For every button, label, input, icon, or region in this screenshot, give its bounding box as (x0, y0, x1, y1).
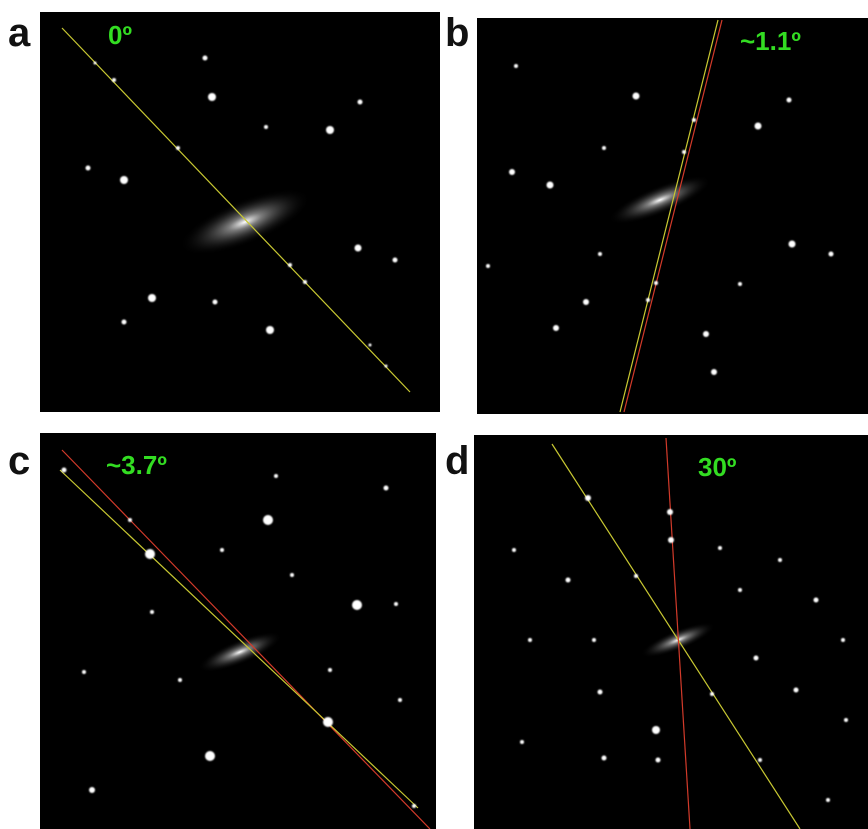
diffraction-spot (328, 668, 332, 672)
diffraction-spot (208, 93, 216, 101)
diffraction-spot (385, 365, 388, 368)
diffraction-spot (148, 294, 156, 302)
diffraction-spot (778, 558, 782, 562)
diffraction-spot (754, 656, 759, 661)
diffraction-spot (358, 100, 363, 105)
diffraction-spot (789, 241, 796, 248)
panel-d: d 30º (445, 435, 868, 829)
diffraction-spot (656, 758, 661, 763)
diffraction-spot (394, 602, 398, 606)
panel-b: b ~1.1º (445, 11, 868, 414)
diffraction-spot (602, 146, 606, 150)
diffraction-spot (652, 726, 660, 734)
diffraction-spot (583, 299, 589, 305)
diffraction-spot (120, 176, 128, 184)
diffraction-spot (303, 280, 307, 284)
diffraction-spot (514, 64, 518, 68)
diffraction-spot (787, 98, 792, 103)
diffraction-spot (323, 717, 333, 727)
diffraction-spot (520, 740, 524, 744)
diffraction-spot (512, 548, 516, 552)
diffraction-spot (86, 166, 91, 171)
diffraction-spot (89, 787, 95, 793)
diffraction-spot (711, 369, 717, 375)
diffraction-spot (393, 258, 398, 263)
panel-label: c (8, 439, 30, 483)
diffraction-spot (264, 125, 268, 129)
diffraction-spot (266, 326, 274, 334)
panel-label: d (445, 439, 469, 483)
diffraction-spot (844, 718, 848, 722)
angle-label: 30º (698, 452, 737, 482)
panel-c: c ~3.7º (8, 433, 436, 829)
diffraction-spot (486, 264, 490, 268)
diffraction-spot (352, 600, 362, 610)
diffraction-spot (369, 344, 372, 347)
diffraction-spot (220, 548, 224, 552)
panel-label: b (445, 11, 469, 55)
diffraction-spot (528, 638, 532, 642)
diffraction-spot (585, 495, 591, 501)
diffraction-spot (667, 509, 673, 515)
figure: a 0º b ~1.1º (0, 0, 868, 829)
diffraction-spot (178, 678, 182, 682)
diffraction-spot (355, 245, 362, 252)
diffraction-spot (326, 126, 334, 134)
diffraction-spot (710, 692, 714, 696)
diffraction-spot (553, 325, 559, 331)
diffraction-spot (290, 573, 294, 577)
diffraction-spot (755, 123, 762, 130)
diffraction-spot (263, 515, 273, 525)
diffraction-spot (633, 93, 640, 100)
angle-label: ~1.1º (740, 26, 801, 56)
diffraction-spot (150, 610, 154, 614)
diffraction-spot (274, 474, 278, 478)
diffraction-spot (412, 804, 416, 808)
diffraction-spot (112, 78, 116, 82)
panel-label: a (8, 11, 31, 55)
diffraction-spot (602, 756, 607, 761)
pattern (474, 435, 868, 829)
diffraction-spot (398, 698, 402, 702)
diffraction-spot (646, 298, 650, 302)
angle-label: ~3.7º (106, 450, 167, 480)
diffraction-spot (758, 758, 762, 762)
diffraction-spot (547, 182, 554, 189)
diffraction-spot (176, 146, 180, 150)
diffraction-spot (213, 300, 218, 305)
diffraction-spot (205, 751, 215, 761)
diffraction-spot (814, 598, 819, 603)
diffraction-spot (703, 331, 709, 337)
diffraction-spot (509, 169, 515, 175)
diffraction-spot (598, 252, 602, 256)
diffraction-spot (634, 574, 638, 578)
diffraction-spot (566, 578, 571, 583)
angle-label: 0º (108, 20, 132, 50)
diffraction-spot (654, 281, 658, 285)
diffraction-spot (829, 252, 834, 257)
diffraction-spot (738, 588, 742, 592)
diffraction-spot (841, 638, 845, 642)
page: a 0º b ~1.1º (0, 0, 868, 829)
diffraction-spot (668, 537, 674, 543)
diffraction-spot (682, 150, 686, 154)
diffraction-spot (288, 263, 292, 267)
diffraction-spot (718, 546, 722, 550)
diffraction-spot (128, 518, 132, 522)
diffraction-spot (82, 670, 86, 674)
diffraction-spot (203, 56, 208, 61)
diffraction-spot (122, 320, 127, 325)
diffraction-spot (598, 690, 603, 695)
diffraction-spot (738, 282, 742, 286)
diffraction-spot (94, 62, 97, 65)
diffraction-spot (592, 638, 596, 642)
diffraction-spot (826, 798, 830, 802)
diffraction-spot (692, 118, 696, 122)
diffraction-spot (145, 549, 155, 559)
diffraction-spot (62, 468, 67, 473)
diffraction-spot (384, 486, 389, 491)
diffraction-spot (794, 688, 799, 693)
panel-a: a 0º (8, 11, 440, 412)
